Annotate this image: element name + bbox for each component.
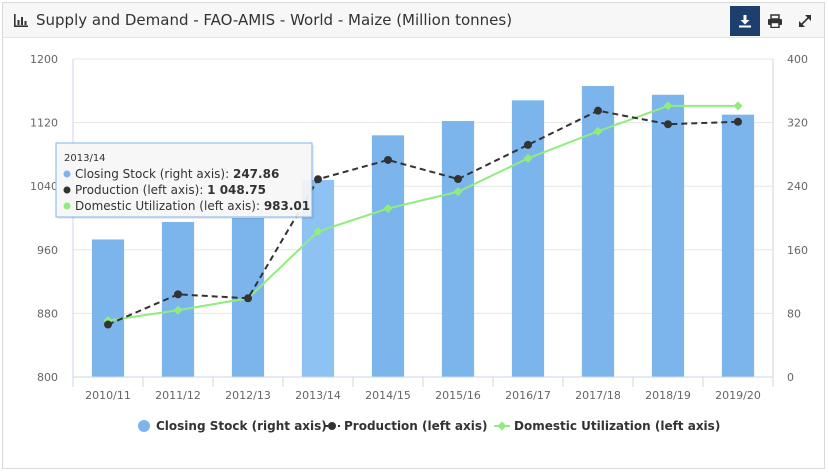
bar-closing-stock	[721, 114, 755, 378]
tooltip-row: Closing Stock (right axis): 247.86	[75, 167, 279, 181]
y-left-tick-label: 880	[37, 307, 58, 320]
tooltip-box	[55, 142, 313, 218]
legend: Closing Stock (right axis) Production (le…	[138, 419, 720, 433]
tooltip-dot	[63, 170, 71, 178]
data-point	[594, 106, 602, 115]
x-tick-label: 2013/14	[295, 389, 341, 402]
bar-chart-icon	[14, 14, 28, 27]
x-tick-label: 2018/19	[645, 389, 691, 402]
panel-header: Supply and Demand - FAO-AMIS - World - M…	[3, 3, 824, 38]
data-point	[593, 126, 603, 136]
y-right-tick-label: 80	[787, 307, 801, 320]
y-right-tick-label: 240	[787, 180, 808, 193]
print-icon	[768, 14, 782, 28]
tooltip-row: Production (left axis): 1 048.75	[75, 183, 266, 197]
legend-marker	[328, 422, 336, 430]
legend-label: Domestic Utilization (left axis)	[514, 419, 720, 433]
data-point	[384, 155, 392, 164]
tooltip: 2013/14 Closing Stock (right axis): 247.8…	[55, 142, 314, 219]
series-line	[107, 109, 739, 326]
y-left-tick-label: 1200	[30, 53, 58, 66]
data-point	[173, 305, 183, 315]
data-point	[524, 140, 532, 149]
legend-marker	[497, 421, 507, 431]
x-tick-label: 2017/18	[575, 389, 621, 402]
y-right-tick-label: 320	[787, 117, 808, 130]
print-button[interactable]	[760, 6, 790, 36]
data-point	[664, 120, 672, 129]
data-point	[454, 175, 462, 184]
x-tick-label: 2014/15	[365, 389, 411, 402]
data-point	[313, 227, 323, 237]
chart-title: Supply and Demand - FAO-AMIS - World - M…	[36, 11, 513, 29]
y-right-tick-label: 160	[787, 244, 808, 257]
bar-closing-stock	[371, 135, 405, 377]
tooltip-dot	[63, 202, 71, 210]
tooltip-row: Domestic Utilization (left axis): 983.01	[75, 199, 310, 213]
expand-icon	[799, 15, 811, 27]
y-left-tick-label: 1120	[30, 117, 58, 130]
y-right-tick-label: 400	[787, 53, 808, 66]
tooltip-dot	[63, 186, 71, 194]
x-tick-label: 2016/17	[505, 389, 551, 402]
legend-symbol-closing-stock	[138, 420, 150, 432]
x-tick-label: 2012/13	[225, 389, 271, 402]
data-point	[733, 101, 743, 111]
data-point	[174, 290, 182, 299]
tooltip-category: 2013/14	[64, 153, 106, 164]
download-button[interactable]	[730, 6, 760, 36]
x-tick-label: 2011/12	[155, 389, 201, 402]
data-point	[244, 294, 252, 303]
data-point	[523, 153, 533, 163]
legend-label: Closing Stock (right axis)	[156, 419, 327, 433]
data-point	[453, 187, 463, 197]
y-left-tick-label: 800	[37, 371, 58, 384]
expand-button[interactable]	[790, 6, 820, 36]
series-line	[107, 104, 738, 322]
data-point	[314, 175, 322, 184]
x-tick-label: 2010/11	[85, 389, 131, 402]
y-left-tick-label: 960	[37, 244, 58, 257]
y-right-tick-label: 0	[787, 371, 794, 384]
data-point	[734, 117, 742, 126]
data-point	[104, 320, 112, 329]
download-icon	[739, 15, 751, 28]
x-tick-label: 2015/16	[435, 389, 481, 402]
data-point	[383, 203, 393, 213]
x-tick-label: 2019/20	[715, 389, 761, 402]
bar-closing-stock	[91, 239, 125, 377]
y-left-tick-label: 1040	[30, 180, 58, 193]
bar-closing-stock	[441, 121, 475, 377]
legend-label: Production (left axis)	[344, 419, 487, 433]
bar-closing-stock	[651, 94, 685, 378]
data-point	[663, 101, 673, 111]
